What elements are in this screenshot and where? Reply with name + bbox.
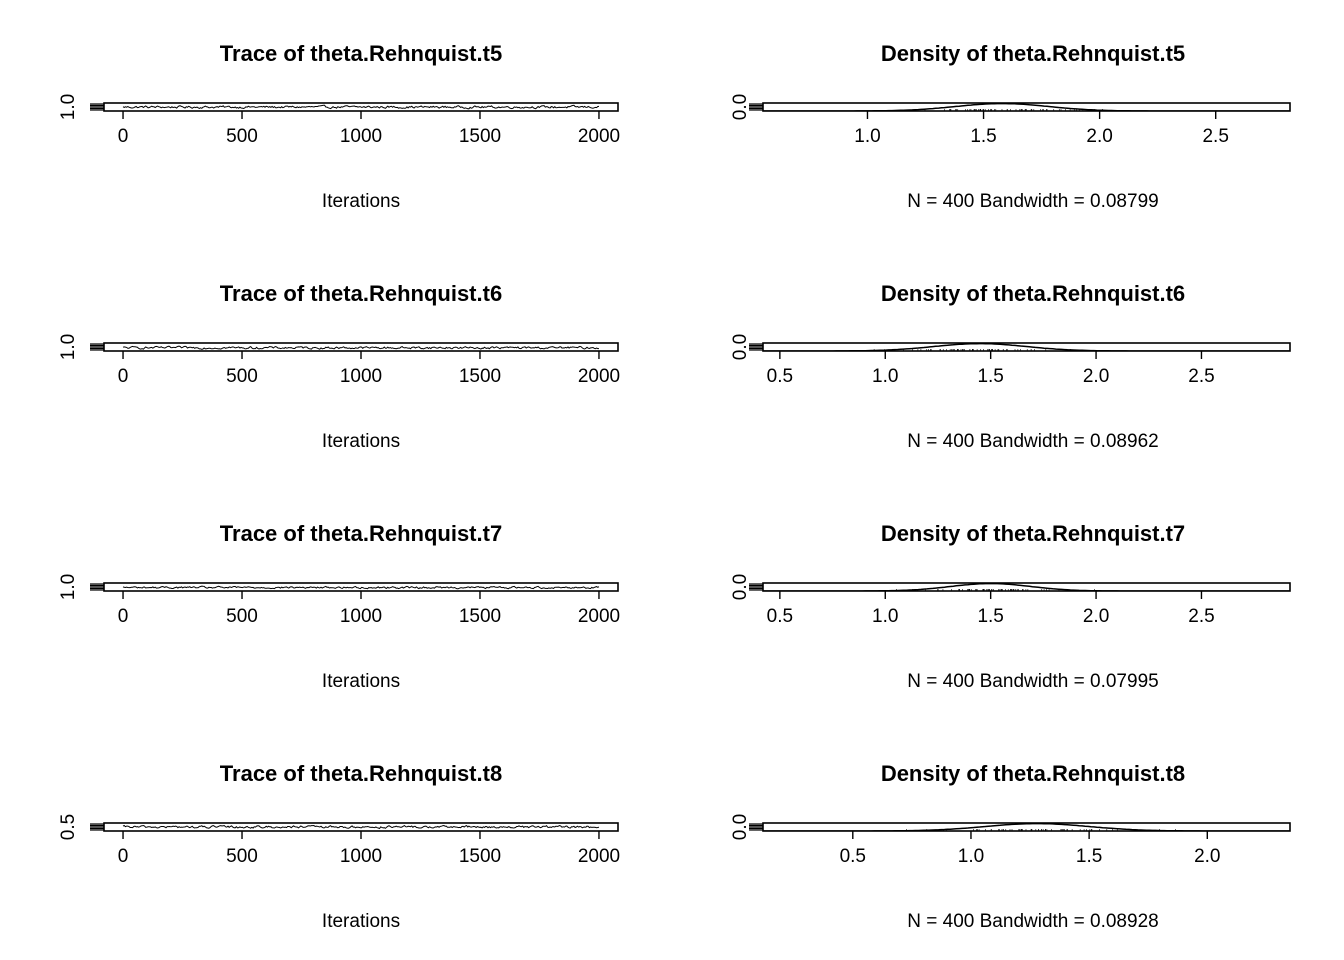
trace-series-line	[122, 345, 599, 350]
x-axis-label: N = 400 Bandwidth = 0.08928	[907, 911, 1158, 932]
x-tick-label: 1500	[459, 606, 501, 627]
x-tick-label: 1500	[459, 366, 501, 387]
trace-series-line	[122, 104, 600, 110]
x-tick-label: 2.5	[1188, 606, 1214, 627]
x-tick-label: 0.5	[767, 366, 793, 387]
y-tick-label: 0.0	[730, 574, 751, 600]
x-axis-label: Iterations	[322, 911, 400, 932]
x-tick-label: 1.0	[872, 366, 898, 387]
x-tick-label: 0.5	[767, 606, 793, 627]
x-tick-label: 1.5	[970, 126, 996, 147]
trace-panel-t8: Trace of theta.Rehnquist.t8 0 500 1000 1500…	[58, 761, 620, 932]
x-tick-label: 1.0	[958, 846, 984, 867]
panel-title: Trace of theta.Rehnquist.t7	[220, 521, 502, 546]
x-tick-label: 2.5	[1202, 126, 1228, 147]
x-tick-label: 0.5	[840, 846, 866, 867]
x-tick-label: 1000	[340, 846, 382, 867]
data-area	[763, 103, 1290, 111]
data-area	[122, 585, 600, 590]
x-tick-label: 2.0	[1086, 126, 1112, 147]
x-tick-label: 500	[226, 126, 258, 147]
x-tick-label: 2.0	[1194, 846, 1220, 867]
trace-series-line	[122, 824, 600, 830]
x-tick-label: 1.0	[872, 606, 898, 627]
y-tick-label: 0.0	[730, 334, 751, 360]
x-tick-label: 0	[118, 606, 129, 627]
x-axis-label: N = 400 Bandwidth = 0.07995	[907, 671, 1158, 692]
y-tick-label: 0.0	[730, 94, 751, 120]
panel-title: Density of theta.Rehnquist.t6	[881, 281, 1185, 306]
x-tick-label: 500	[226, 846, 258, 867]
y-tick-label: 1.0	[58, 574, 79, 600]
data-area	[122, 104, 600, 110]
x-tick-label: 500	[226, 366, 258, 387]
y-tick-label: 0.5	[58, 814, 79, 840]
x-tick-label: 500	[226, 606, 258, 627]
density-curve	[763, 103, 1290, 111]
trace-panel-t5: Trace of theta.Rehnquist.t5 0 500 1000 1500…	[58, 41, 620, 212]
panel-title: Trace of theta.Rehnquist.t6	[220, 281, 502, 306]
x-tick-label: 2.5	[1188, 366, 1214, 387]
y-tick-label: 0.0	[730, 814, 751, 840]
data-area	[122, 345, 599, 350]
plot-frame	[762, 582, 1291, 592]
x-tick-label: 0	[118, 366, 129, 387]
x-axis-label: Iterations	[322, 671, 400, 692]
panel-title: Trace of theta.Rehnquist.t8	[220, 761, 502, 786]
x-axis-label: N = 400 Bandwidth = 0.08799	[907, 191, 1158, 212]
x-tick-label: 2.0	[1083, 366, 1109, 387]
panel-title: Density of theta.Rehnquist.t8	[881, 761, 1185, 786]
x-tick-label: 2000	[578, 126, 620, 147]
x-tick-label: 1.5	[1076, 846, 1102, 867]
density-curve	[763, 583, 1290, 591]
x-tick-label: 1500	[459, 846, 501, 867]
density-panel-t7: Density of theta.Rehnquist.t7 0.5 1.0 1.5 2…	[730, 521, 1291, 692]
panel-title: Density of theta.Rehnquist.t5	[881, 41, 1185, 66]
density-panel-t5: Density of theta.Rehnquist.t5 1.0 1.5 2.0 2…	[730, 41, 1291, 212]
data-area	[763, 823, 1290, 831]
x-tick-label: 1000	[340, 606, 382, 627]
density-curve	[763, 823, 1290, 831]
x-tick-label: 1500	[459, 126, 501, 147]
x-tick-label: 1000	[340, 366, 382, 387]
x-tick-label: 1000	[340, 126, 382, 147]
y-tick-label: 1.0	[58, 94, 79, 120]
x-axis-label: Iterations	[322, 191, 400, 212]
trace-panel-t7: Trace of theta.Rehnquist.t7 0 500 1000 1500…	[58, 521, 620, 692]
x-tick-label: 1.0	[854, 126, 880, 147]
density-curve	[763, 343, 1290, 351]
x-tick-label: 2000	[578, 846, 620, 867]
x-tick-label: 1.5	[977, 606, 1003, 627]
y-tick-label: 1.0	[58, 334, 79, 360]
x-axis-label: N = 400 Bandwidth = 0.08962	[907, 431, 1158, 452]
x-tick-label: 2000	[578, 366, 620, 387]
x-tick-label: 0	[118, 126, 129, 147]
density-panel-t8: Density of theta.Rehnquist.t8 0.5 1.0 1.5 2…	[730, 761, 1291, 932]
density-panel-t6: Density of theta.Rehnquist.t6 0.5 1.0 1.5 2…	[730, 281, 1291, 452]
x-tick-label: 2000	[578, 606, 620, 627]
data-area	[763, 583, 1290, 591]
trace-series-line	[122, 585, 600, 590]
panel-title: Density of theta.Rehnquist.t7	[881, 521, 1185, 546]
data-area	[763, 343, 1290, 351]
data-area	[122, 824, 600, 830]
panel-title: Trace of theta.Rehnquist.t5	[220, 41, 502, 66]
x-axis-label: Iterations	[322, 431, 400, 452]
x-tick-label: 2.0	[1083, 606, 1109, 627]
x-tick-label: 0	[118, 846, 129, 867]
trace-panel-t6: Trace of theta.Rehnquist.t6 0 500 1000 1500…	[58, 281, 620, 452]
x-tick-label: 1.5	[977, 366, 1003, 387]
